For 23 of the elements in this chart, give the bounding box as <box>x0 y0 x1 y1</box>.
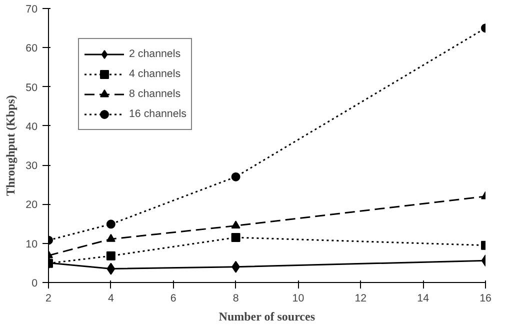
x-tick-label: 14 <box>417 292 430 304</box>
x-axis-title: Number of sources <box>218 310 316 324</box>
x-tick-label: 16 <box>480 292 492 304</box>
x-tick-label: 2 <box>46 292 52 304</box>
y-tick-label: 20 <box>26 199 38 212</box>
x-tick-label: 8 <box>232 292 239 304</box>
x-tick-label: 6 <box>170 292 176 304</box>
legend-label: 4 channels <box>129 68 181 80</box>
legend-label: 8 channels <box>129 88 181 100</box>
y-tick-label: 50 <box>26 82 38 94</box>
y-tick-label: 0 <box>32 278 38 290</box>
y-tick-label: 30 <box>26 160 38 172</box>
x-tick-label: 12 <box>354 292 367 304</box>
y-tick-label: 70 <box>26 4 38 16</box>
x-tick-label: 4 <box>108 292 114 304</box>
legend-label: 2 channels <box>129 48 181 60</box>
point <box>106 262 116 275</box>
y-tick-label: 10 <box>26 238 38 250</box>
legend-label: 16 channels <box>129 108 186 120</box>
y-tick-label: 40 <box>26 120 38 133</box>
y-tick-label: 60 <box>26 42 38 55</box>
y-axis-title: Throughput (Kbps) <box>4 95 18 196</box>
x-tick-label: 10 <box>292 292 304 304</box>
